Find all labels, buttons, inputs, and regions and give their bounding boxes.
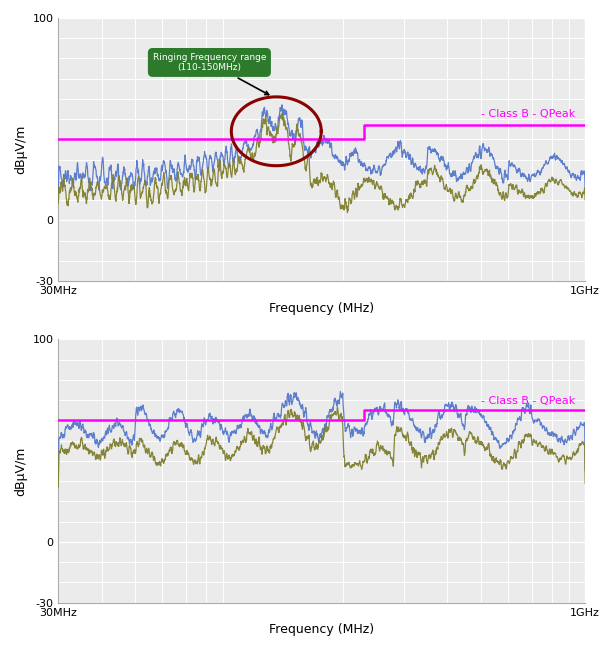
Text: - Class B - QPeak: - Class B - QPeak xyxy=(481,109,575,119)
Text: - Class B - QPeak: - Class B - QPeak xyxy=(481,396,575,406)
X-axis label: Frequency (MHz): Frequency (MHz) xyxy=(269,623,375,636)
X-axis label: Frequency (MHz): Frequency (MHz) xyxy=(269,302,375,315)
Y-axis label: dBµV/m: dBµV/m xyxy=(14,125,27,174)
Y-axis label: dBµV/m: dBµV/m xyxy=(14,447,27,496)
Text: Ringing Frequency range
(110-150MHz): Ringing Frequency range (110-150MHz) xyxy=(153,53,269,95)
